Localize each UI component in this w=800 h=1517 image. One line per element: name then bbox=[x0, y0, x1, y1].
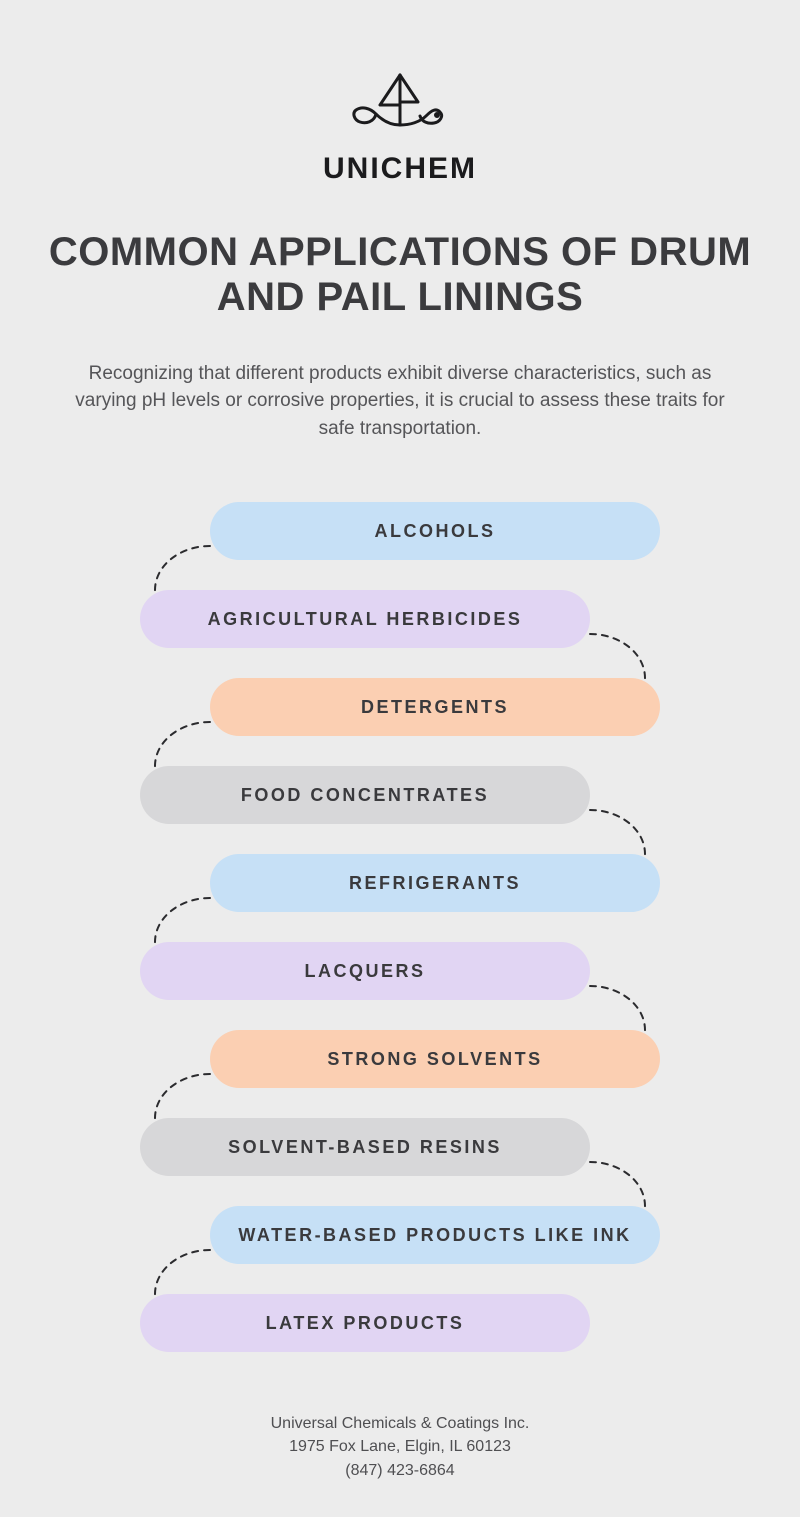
application-label: WATER-BASED PRODUCTS LIKE INK bbox=[238, 1225, 631, 1246]
application-label: LATEX PRODUCTS bbox=[266, 1313, 465, 1334]
application-label: ALCOHOLS bbox=[375, 521, 496, 542]
application-pill: STRONG SOLVENTS bbox=[210, 1030, 660, 1088]
application-label: SOLVENT-BASED RESINS bbox=[228, 1137, 502, 1158]
application-pill: DETERGENTS bbox=[210, 678, 660, 736]
page-title: COMMON APPLICATIONS OF DRUM AND PAIL LIN… bbox=[0, 230, 800, 320]
application-label: DETERGENTS bbox=[361, 697, 509, 718]
application-pill: SOLVENT-BASED RESINS bbox=[140, 1118, 590, 1176]
logo-block: UNICHEM bbox=[323, 70, 477, 186]
logo-icon bbox=[340, 70, 460, 140]
application-pill: REFRIGERANTS bbox=[210, 854, 660, 912]
application-label: LACQUERS bbox=[304, 961, 425, 982]
brand-name: UNICHEM bbox=[323, 152, 477, 186]
application-pill: LATEX PRODUCTS bbox=[140, 1294, 590, 1352]
footer: Universal Chemicals & Coatings Inc. 1975… bbox=[271, 1412, 530, 1482]
application-pill: FOOD CONCENTRATES bbox=[140, 766, 590, 824]
application-pill: AGRICULTURAL HERBICIDES bbox=[140, 590, 590, 648]
application-label: FOOD CONCENTRATES bbox=[241, 785, 489, 806]
application-label: STRONG SOLVENTS bbox=[327, 1049, 542, 1070]
applications-list: ALCOHOLS AGRICULTURAL HERBICIDES DETERGENT… bbox=[140, 502, 660, 1382]
footer-company: Universal Chemicals & Coatings Inc. bbox=[271, 1412, 530, 1435]
footer-address: 1975 Fox Lane, Elgin, IL 60123 bbox=[271, 1435, 530, 1458]
application-pill: ALCOHOLS bbox=[210, 502, 660, 560]
application-label: AGRICULTURAL HERBICIDES bbox=[208, 609, 523, 630]
footer-phone: (847) 423-6864 bbox=[271, 1459, 530, 1482]
application-pill: LACQUERS bbox=[140, 942, 590, 1000]
page-subtitle: Recognizing that different products exhi… bbox=[70, 360, 730, 443]
application-pill: WATER-BASED PRODUCTS LIKE INK bbox=[210, 1206, 660, 1264]
application-label: REFRIGERANTS bbox=[349, 873, 521, 894]
